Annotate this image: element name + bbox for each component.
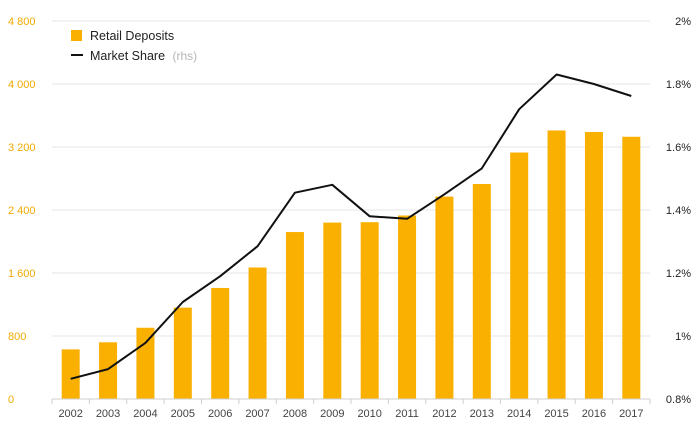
legend-label-market-share: Market Share (rhs): [90, 49, 197, 63]
x-tick-label: 2006: [208, 408, 232, 420]
x-tick-label: 2011: [395, 408, 419, 420]
x-tick-label: 2008: [283, 408, 307, 420]
market-share-line: [70, 73, 632, 380]
bar: [435, 196, 454, 399]
y-left-tick-label: 0: [8, 394, 14, 406]
bar: [99, 342, 118, 399]
legend: Retail Deposits Market Share (rhs): [71, 29, 197, 63]
bar: [285, 232, 304, 399]
x-tick-label: 2010: [357, 408, 381, 420]
x-tick-label: 2015: [544, 408, 568, 420]
x-tick-label: 2004: [133, 408, 157, 420]
x-tick-label: 2014: [507, 408, 531, 420]
bar: [622, 136, 641, 399]
x-tick-label: 2012: [432, 408, 456, 420]
x-tick-label: 2005: [171, 408, 195, 420]
y-right-tick-label: 1.8%: [666, 79, 691, 91]
y-right-tick-label: 0.8%: [666, 394, 691, 406]
y-left-tick-label: 3 200: [8, 142, 36, 154]
y-right-tick-label: 1.2%: [666, 268, 691, 280]
y-right-tick-label: 1.4%: [666, 205, 691, 217]
bar: [61, 349, 80, 399]
bar-series-retail-deposits: [61, 130, 641, 399]
x-tick-label: 2009: [320, 408, 344, 420]
axes: 0 800 1 600 2 400 3 200 4 000 4 800 0.8% 1% 1.2% 1…: [8, 16, 691, 420]
x-tick-label: 2013: [470, 408, 494, 420]
y-left-tick-label: 800: [8, 331, 26, 343]
line-series-market-share: [70, 73, 632, 380]
bar: [510, 152, 529, 399]
legend-label-retail-deposits: Retail Deposits: [90, 29, 174, 43]
y-left-tick-label: 1 600: [8, 268, 36, 280]
bar: [584, 132, 603, 399]
bar: [211, 287, 230, 399]
legend-label-market-share-name: Market Share: [90, 49, 165, 63]
y-left-tick-label: 2 400: [8, 205, 36, 217]
bar: [136, 327, 155, 399]
y-left-tick-label: 4 800: [8, 16, 36, 28]
x-tick-label: 2016: [582, 408, 606, 420]
legend-label-market-share-suffix: (rhs): [173, 49, 198, 63]
bar: [248, 267, 267, 399]
x-tick-label: 2017: [619, 408, 643, 420]
legend-swatch-retail-deposits: [71, 30, 82, 41]
bar: [360, 222, 379, 399]
y-right-tick-label: 1%: [675, 331, 691, 343]
bar: [472, 184, 491, 399]
bar: [173, 307, 192, 399]
x-tick-label: 2002: [58, 408, 82, 420]
y-right-tick-label: 2%: [675, 16, 691, 28]
bar: [323, 222, 342, 399]
y-left-tick-label: 4 000: [8, 79, 36, 91]
x-tick-label: 2003: [96, 408, 120, 420]
y-right-tick-label: 1.6%: [666, 142, 691, 154]
x-tick-label: 2007: [245, 408, 269, 420]
bar: [398, 215, 417, 399]
bar: [547, 130, 566, 399]
